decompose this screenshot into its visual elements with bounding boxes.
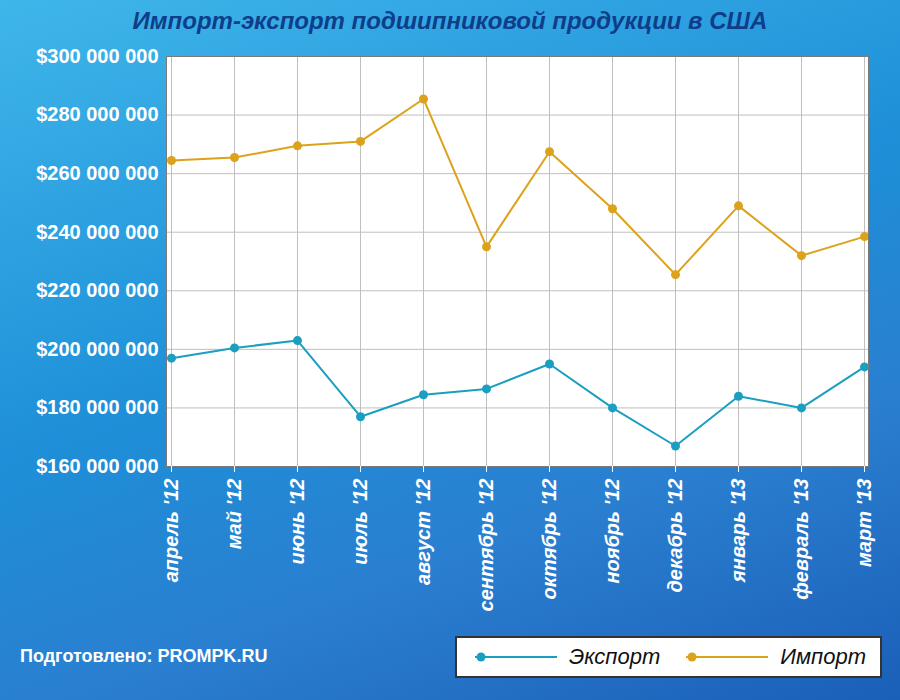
svg-text:$220 000 000: $220 000 000	[36, 279, 158, 301]
svg-text:август '12: август '12	[412, 479, 434, 585]
svg-text:март '13: март '13	[853, 479, 875, 567]
html-text:Импорт: Импорт	[780, 644, 866, 669]
svg-text:октябрь '12: октябрь '12	[538, 479, 560, 600]
svg-text:апрель '12: апрель '12	[160, 479, 182, 583]
svg-text:$260 000 000: $260 000 000	[36, 162, 158, 184]
svg-text:февраль '13: февраль '13	[790, 479, 812, 600]
svg-text:$240 000 000: $240 000 000	[36, 221, 158, 243]
html-text:Подготовлено: PROMPK.RU: Подготовлено: PROMPK.RU	[20, 646, 268, 666]
svg-text:ноябрь '12: ноябрь '12	[601, 479, 623, 584]
svg-text:$280 000 000: $280 000 000	[36, 103, 158, 125]
html-text:Импорт-экспорт подшипниковой п: Импорт-экспорт подшипниковой продукции в…	[132, 7, 768, 34]
svg-text:$180 000 000: $180 000 000	[36, 396, 158, 418]
svg-text:$200 000 000: $200 000 000	[36, 338, 158, 360]
html-text:Экспорт: Экспорт	[569, 644, 661, 669]
svg-text:декабрь '12: декабрь '12	[664, 479, 686, 593]
svg-text:май '12: май '12	[223, 479, 245, 550]
svg-text:июль '12: июль '12	[349, 479, 371, 565]
svg-text:$160 000 000: $160 000 000	[36, 455, 158, 477]
svg-text:январь '13: январь '13	[727, 479, 749, 583]
svg-text:$300 000 000: $300 000 000	[36, 45, 158, 67]
svg-text:июнь '12: июнь '12	[286, 479, 308, 565]
svg-text:сентябрь '12: сентябрь '12	[475, 479, 497, 612]
